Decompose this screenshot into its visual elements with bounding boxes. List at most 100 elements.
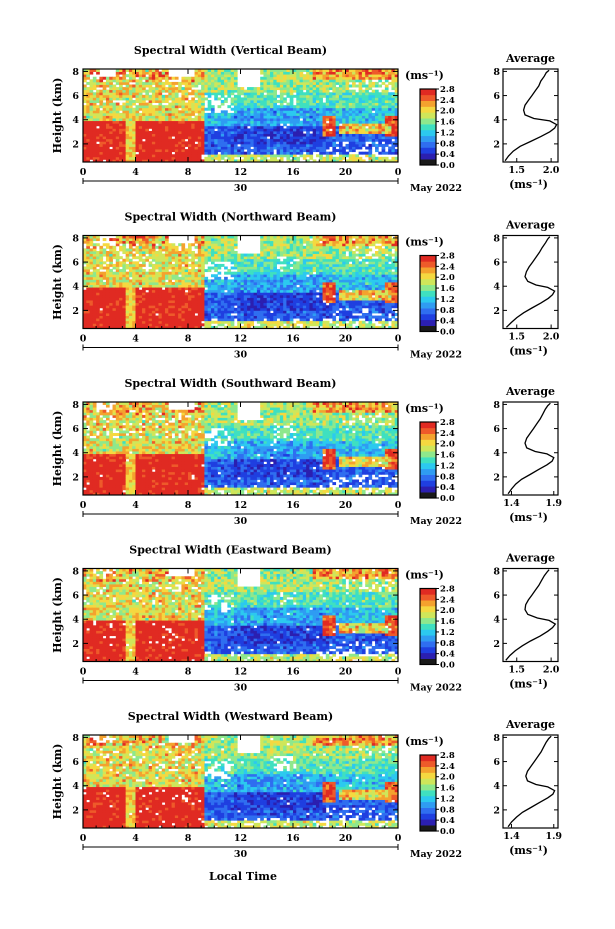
heatmap-cell <box>299 143 304 147</box>
heatmap-cell <box>158 87 163 91</box>
heatmap-cell <box>96 274 100 278</box>
heatmap-cell <box>109 87 113 91</box>
heatmap-cell <box>191 243 195 247</box>
heatmap-cell <box>381 149 386 153</box>
heatmap-cell <box>358 105 363 109</box>
heatmap-cell <box>109 136 113 140</box>
heatmap-cell <box>256 294 261 298</box>
heatmap-cell <box>115 323 120 327</box>
heatmap-cell <box>260 310 264 314</box>
heatmap-cell <box>375 71 379 75</box>
heatmap-cell <box>142 84 146 88</box>
heatmap-cell <box>109 315 113 319</box>
heatmap-cell <box>233 118 238 122</box>
heatmap-cell <box>250 307 255 311</box>
heatmap-cell <box>306 105 310 109</box>
heatmap-cell <box>256 263 261 267</box>
heatmap-cell <box>158 313 163 316</box>
heatmap-cell <box>165 294 169 298</box>
heatmap-cell <box>184 251 189 254</box>
heatmap-cell <box>174 128 179 132</box>
heatmap-cell <box>224 133 228 137</box>
heatmap-cell <box>207 248 212 252</box>
heatmap-cell <box>86 271 90 275</box>
heatmap-cell <box>138 143 143 147</box>
heatmap-cell <box>105 115 110 119</box>
heatmap-cell <box>240 305 245 309</box>
heatmap-cell <box>83 300 87 304</box>
heatmap-cell <box>270 149 274 153</box>
heatmap-cell <box>345 138 350 142</box>
heatmap-cell <box>394 133 399 137</box>
heatmap-cell <box>158 320 163 324</box>
heatmap-cell <box>138 159 143 163</box>
heatmap-cell <box>115 74 120 78</box>
heatmap-cell <box>384 89 389 93</box>
heatmap-cell <box>289 105 294 109</box>
heatmap-cell <box>142 315 146 319</box>
heatmap-cell <box>227 138 232 142</box>
heatmap-cell <box>191 307 195 311</box>
heatmap-cell <box>243 94 248 98</box>
heatmap-cell <box>174 323 179 327</box>
heatmap-cell <box>381 118 386 122</box>
heatmap-cell <box>375 133 379 137</box>
heatmap-cell <box>201 256 205 260</box>
heatmap-cell <box>260 84 264 88</box>
heatmap-cell <box>220 256 225 260</box>
heatmap-cell <box>184 313 189 316</box>
heatmap-cell <box>243 102 248 106</box>
heatmap-cell <box>142 274 146 278</box>
heatmap-cell <box>148 287 153 291</box>
heatmap-cell <box>224 112 228 116</box>
heatmap-cell <box>348 89 353 93</box>
heatmap-cell <box>197 146 202 150</box>
heatmap-cell <box>158 110 163 114</box>
heatmap-cell <box>260 128 264 132</box>
heatmap-cell <box>109 115 113 119</box>
heatmap-cell <box>168 315 172 319</box>
heatmap-cell <box>122 294 127 298</box>
heatmap-cell <box>227 118 232 122</box>
heatmap-cell <box>89 149 94 153</box>
heatmap-cell <box>92 97 97 101</box>
heatmap-cell <box>168 284 172 288</box>
heatmap-cell <box>302 138 307 142</box>
heatmap-cell <box>220 287 225 291</box>
heatmap-cell <box>105 292 110 296</box>
heatmap-cell <box>312 97 317 101</box>
heatmap-cell <box>158 149 163 153</box>
avg-title: Average <box>505 52 555 65</box>
heatmap-cell <box>115 107 120 111</box>
heatmap-cell <box>358 92 363 96</box>
heatmap-cell <box>92 100 97 103</box>
heatmap-cell <box>335 89 340 93</box>
heatmap-cell <box>217 118 222 122</box>
heatmap-cell <box>233 146 238 150</box>
heatmap-cell <box>388 125 392 129</box>
heatmap-cell <box>122 97 127 101</box>
heatmap-cell <box>165 110 169 114</box>
heatmap-cell <box>181 123 186 127</box>
heatmap-cell <box>158 118 163 122</box>
heatmap-cell <box>220 318 225 322</box>
heatmap-cell <box>207 159 212 163</box>
heatmap-cell <box>128 313 133 316</box>
heatmap-cell <box>99 276 104 280</box>
heatmap-cell <box>86 307 90 311</box>
heatmap-cell <box>338 89 343 93</box>
heatmap-cell <box>151 240 156 244</box>
heatmap-cell <box>207 325 212 329</box>
heatmap-cell <box>237 115 241 119</box>
heatmap-cell <box>109 269 113 273</box>
heatmap-cell <box>348 125 353 129</box>
heatmap-cell <box>309 87 314 91</box>
heatmap-cell <box>112 279 117 283</box>
heatmap-cell <box>125 87 130 91</box>
heatmap-cell <box>214 71 218 75</box>
heatmap-cell <box>358 71 363 75</box>
heatmap-cell <box>138 235 143 239</box>
heatmap-cell <box>188 100 192 103</box>
heatmap-cell <box>283 97 287 101</box>
heatmap-cell <box>306 69 310 72</box>
